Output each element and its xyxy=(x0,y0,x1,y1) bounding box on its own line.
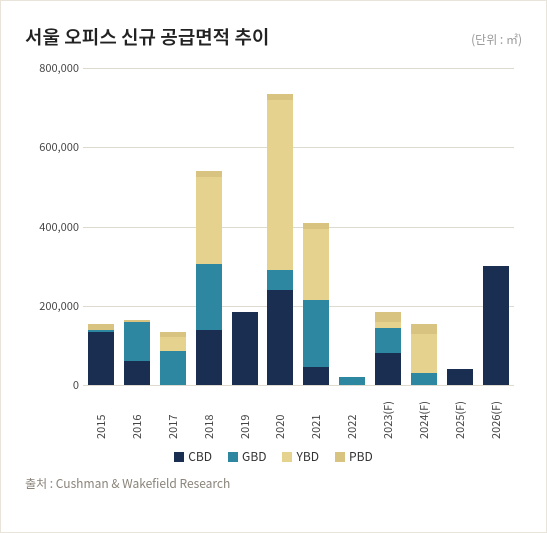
legend-item-gbd: GBD xyxy=(228,448,266,465)
legend-swatch xyxy=(335,452,345,462)
bar-column xyxy=(375,68,401,385)
chart-area: 0200,000400,000600,000800,000 2015201620… xyxy=(25,60,522,465)
legend-label: CBD xyxy=(188,448,212,465)
bar-segment-gbd xyxy=(124,322,150,362)
x-tick-label: 2024(F) xyxy=(411,385,437,439)
bar-column xyxy=(88,68,114,385)
legend-item-cbd: CBD xyxy=(174,448,212,465)
bar-column xyxy=(447,68,473,385)
bar-segment-cbd xyxy=(483,266,509,385)
bar-column xyxy=(196,68,222,385)
bar-column xyxy=(411,68,437,385)
legend-item-ybd: YBD xyxy=(282,448,319,465)
x-tick-label: 2017 xyxy=(160,385,186,439)
x-tick-label: 2022 xyxy=(339,385,365,439)
y-tick-label: 200,000 xyxy=(39,298,79,314)
bar-segment-pbd xyxy=(375,312,401,322)
x-tick-label: 2019 xyxy=(232,385,258,439)
bar-segment-ybd xyxy=(160,337,186,351)
legend-item-pbd: PBD xyxy=(335,448,373,465)
legend-swatch xyxy=(282,452,292,462)
bar-segment-cbd xyxy=(232,312,258,385)
bar-segment-cbd xyxy=(267,290,293,385)
bar-segment-ybd xyxy=(411,334,437,374)
x-axis: 2015 2016 2017 2018 2019 2020 2021 2022 2023(F) 2… xyxy=(83,385,514,441)
bar-column xyxy=(232,68,258,385)
bar-column xyxy=(160,68,186,385)
bar-segment-gbd xyxy=(267,270,293,290)
y-tick-label: 800,000 xyxy=(39,60,79,76)
y-tick-label: 0 xyxy=(73,377,79,393)
bar-segment-cbd xyxy=(124,361,150,385)
bar-column xyxy=(267,68,293,385)
bar-segment-gbd xyxy=(375,328,401,354)
bar-segment-gbd xyxy=(411,373,437,385)
x-tick-label: 2025(F) xyxy=(447,385,473,439)
bar-segment-cbd xyxy=(88,332,114,385)
x-tick-label: 2020 xyxy=(267,385,293,439)
bar-group xyxy=(83,68,514,385)
chart-title: 서울 오피스 신규 공급면적 추이 xyxy=(25,23,269,50)
legend: CBD GBD YBD PBD xyxy=(25,448,522,465)
x-tick-label: 2016 xyxy=(124,385,150,439)
bar-column xyxy=(124,68,150,385)
bar-segment-cbd xyxy=(447,369,473,385)
chart-unit: (단위 : ㎡) xyxy=(471,31,522,48)
x-tick-label: 2015 xyxy=(88,385,114,439)
chart-header: 서울 오피스 신규 공급면적 추이 (단위 : ㎡) xyxy=(25,23,522,50)
bar-column xyxy=(339,68,365,385)
chart-card: 서울 오피스 신규 공급면적 추이 (단위 : ㎡) 0 200,000 400,0… xyxy=(0,0,547,533)
bar-segment-gbd xyxy=(339,377,365,385)
bar-segment-cbd xyxy=(375,353,401,385)
y-tick-label: 600,000 xyxy=(39,139,79,155)
legend-label: PBD xyxy=(349,448,373,465)
bar-segment-gbd xyxy=(303,300,329,367)
bar-segment-ybd xyxy=(303,229,329,300)
x-tick-label: 2023(F) xyxy=(375,385,401,439)
legend-label: GBD xyxy=(242,448,266,465)
bar-segment-pbd xyxy=(411,324,437,334)
x-tick-label: 2026(F) xyxy=(483,385,509,439)
bar-segment-ybd xyxy=(267,100,293,270)
y-tick-label: 400,000 xyxy=(39,219,79,235)
source-text: 출처 : Cushman & Wakefield Research xyxy=(25,475,522,492)
legend-label: YBD xyxy=(296,448,319,465)
bar-column xyxy=(483,68,509,385)
y-axis: 0200,000400,000600,000800,000 xyxy=(25,68,83,385)
x-tick-label: 2018 xyxy=(196,385,222,439)
bar-segment-gbd xyxy=(160,351,186,385)
bar-segment-ybd xyxy=(196,177,222,264)
bar-segment-cbd xyxy=(196,330,222,385)
x-tick-label: 2021 xyxy=(303,385,329,439)
bar-segment-cbd xyxy=(303,367,329,385)
plot-area xyxy=(83,68,514,385)
legend-swatch xyxy=(228,452,238,462)
legend-swatch xyxy=(174,452,184,462)
bar-column xyxy=(303,68,329,385)
bar-segment-gbd xyxy=(196,264,222,329)
